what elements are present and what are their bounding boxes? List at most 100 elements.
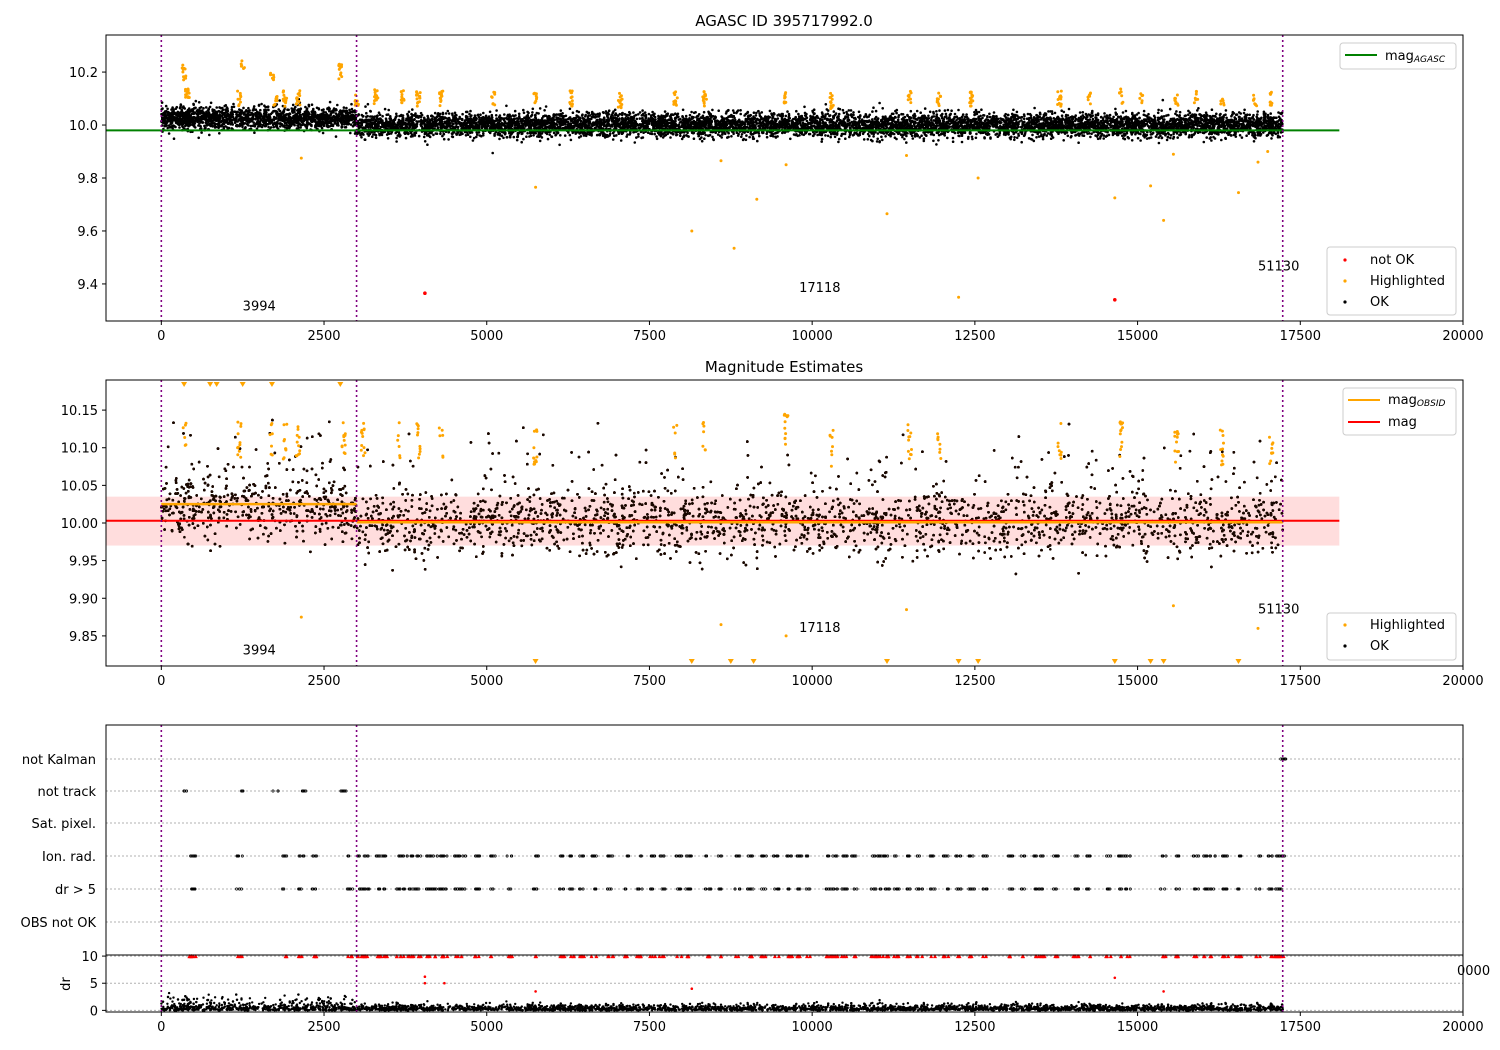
ok-point [1023,114,1026,118]
ok-point [1136,136,1140,140]
ok-point [647,112,651,116]
ok-point [1153,116,1157,119]
panel1-ok-points [160,97,1284,155]
ok-point [745,134,748,137]
ok-point [855,132,858,136]
ok-point [679,134,682,137]
ok-point [754,114,758,117]
ok-point [876,137,879,141]
ok-point [1265,134,1269,137]
ok-point [1031,133,1034,137]
ok-point [522,111,526,115]
ok-point [352,109,355,113]
ok-point [360,136,363,139]
ok-point [253,131,256,134]
ok-point [872,106,875,109]
ok-point [620,113,624,117]
ok-point [957,108,960,112]
ok-point [901,135,904,139]
ok-point [381,114,384,118]
ok-point [1103,115,1106,118]
ok-point [948,113,952,116]
ok-point [797,112,800,116]
ok-point [581,113,584,116]
ok-point [1240,136,1244,139]
ok-point [1145,122,1149,126]
ok-point [435,132,439,135]
ok-point [833,135,837,139]
ok-point [803,111,807,115]
ok-point [953,112,957,116]
ok-point [574,132,577,135]
ok-point [880,135,883,139]
ok-point [588,124,591,127]
ok-point [755,111,758,115]
ok-point [895,108,899,112]
ok-point [681,115,684,118]
ok-point [426,143,429,146]
ok-point [760,111,764,114]
ok-point [1252,118,1256,121]
ok-point [181,125,184,128]
ok-point [1168,107,1172,111]
ok-point [1110,120,1114,124]
ok-point [259,108,262,112]
ok-point [1121,134,1124,137]
panel1-plot-area [106,59,1340,302]
ok-point [513,109,517,113]
ok-point [317,107,321,110]
ok-point [633,141,637,144]
ok-point [361,132,365,136]
ok-point [208,133,211,137]
ok-point [364,105,367,108]
ok-point [768,109,772,113]
ok-point [905,141,908,144]
ok-point [876,132,880,135]
ok-point [441,111,445,115]
ok-point [1248,118,1252,121]
ok-point [931,121,934,124]
ok-point [436,126,440,129]
ok-point [703,137,706,140]
ok-point [1188,134,1191,137]
ok-point [406,114,410,117]
ok-point [927,114,930,118]
ok-point [1102,137,1105,140]
ok-point [873,117,877,120]
ok-point [1175,127,1178,130]
ok-point [1081,114,1085,117]
ok-point [371,135,374,138]
ok-point [1078,111,1082,114]
ok-point [1026,112,1030,116]
ok-point [1035,136,1038,139]
ok-point [712,138,715,142]
ok-point [962,131,965,134]
ok-point [874,109,878,113]
ok-point [1165,138,1169,142]
ok-point [923,107,927,110]
ok-point [1212,135,1215,139]
ok-point [442,137,446,141]
ok-point [1262,110,1266,114]
ok-point [690,110,693,114]
ok-point [847,113,850,117]
ok-point [849,109,853,112]
ok-point [733,116,736,120]
ok-point [359,133,362,137]
ok-point [1020,115,1024,119]
ok-point [938,109,941,112]
ok-point [847,109,851,112]
ok-point [726,136,729,139]
ok-point [267,125,270,129]
ok-point [973,113,976,117]
ok-point [1238,115,1241,119]
ok-point [843,132,847,136]
ok-point [577,110,581,114]
ok-point [253,125,257,128]
ok-point [1090,132,1093,135]
ok-point [1210,139,1213,142]
ok-point [350,107,354,111]
ok-point [946,108,950,112]
ok-point [1259,117,1263,120]
ok-point [988,115,992,119]
